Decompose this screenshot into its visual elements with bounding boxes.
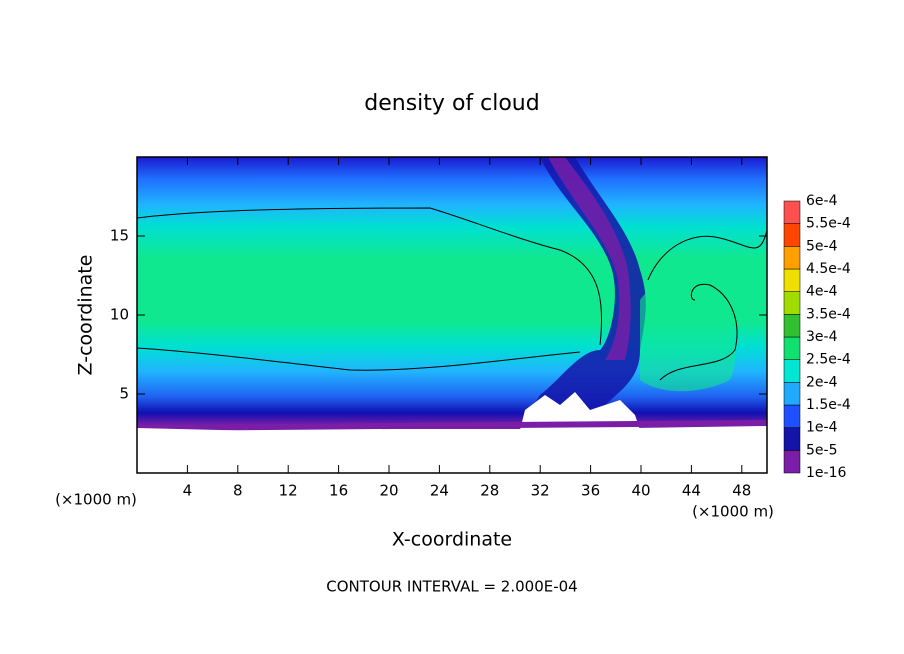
colorbar-box xyxy=(783,314,801,338)
colorbar-box xyxy=(783,268,801,292)
x-unit-label: (×1000 m) xyxy=(692,503,774,521)
colorbar-label: 1e-16 xyxy=(806,465,846,481)
colorbar-box xyxy=(783,200,801,224)
y-tick-label: 5 xyxy=(119,385,129,403)
colorbar-box xyxy=(783,359,801,383)
colorbar-label: 2e-4 xyxy=(806,374,838,390)
x-tick-label: 40 xyxy=(631,482,650,500)
x-tick-label: 48 xyxy=(732,482,751,500)
colorbar-label: 5e-4 xyxy=(806,238,838,254)
y-tick-label: 15 xyxy=(110,227,129,245)
x-tick-label: 12 xyxy=(279,482,298,500)
x-tick-label: 28 xyxy=(480,482,499,500)
colorbar-label: 5e-5 xyxy=(806,442,837,458)
colorbar-box xyxy=(783,404,801,428)
x-tick-label: 4 xyxy=(183,482,193,500)
x-tick-label: 24 xyxy=(430,482,449,500)
x-tick-label: 8 xyxy=(233,482,243,500)
colorbar-label: 5.5e-4 xyxy=(806,216,851,232)
x-tick-label: 32 xyxy=(531,482,550,500)
colorbar-box xyxy=(783,427,801,451)
colorbar-label: 4.5e-4 xyxy=(806,261,851,277)
colorbar-box xyxy=(783,382,801,406)
y-tick-label: 10 xyxy=(110,306,129,324)
colorbar-label: 6e-4 xyxy=(806,193,838,209)
annotation: CONTOUR INTERVAL = 2.000E-04 xyxy=(326,578,577,596)
colorbar-box xyxy=(783,336,801,360)
colorbar-label: 2.5e-4 xyxy=(806,352,851,368)
colorbar-box xyxy=(783,450,801,474)
field xyxy=(137,157,767,473)
x-tick-label: 16 xyxy=(329,482,348,500)
x-tick-label: 44 xyxy=(682,482,701,500)
chart-title: density of cloud xyxy=(364,91,539,116)
colorbar-box xyxy=(783,246,801,270)
x-axis-label: X-coordinate xyxy=(392,529,512,551)
x-tick-label: 36 xyxy=(581,482,600,500)
colorbar-box xyxy=(783,223,801,247)
colorbar-label: 3.5e-4 xyxy=(806,306,851,322)
colorbar-label: 1e-4 xyxy=(806,420,838,436)
x-tick-label: 20 xyxy=(379,482,398,500)
x-unit-label: (×1000 m) xyxy=(55,491,137,509)
colorbar-label: 4e-4 xyxy=(806,284,838,300)
colorbar-label: 1.5e-4 xyxy=(806,397,851,413)
y-axis-label: Z-coordinate xyxy=(75,255,97,376)
colorbar-box xyxy=(783,291,801,315)
colorbar-label: 3e-4 xyxy=(806,329,838,345)
